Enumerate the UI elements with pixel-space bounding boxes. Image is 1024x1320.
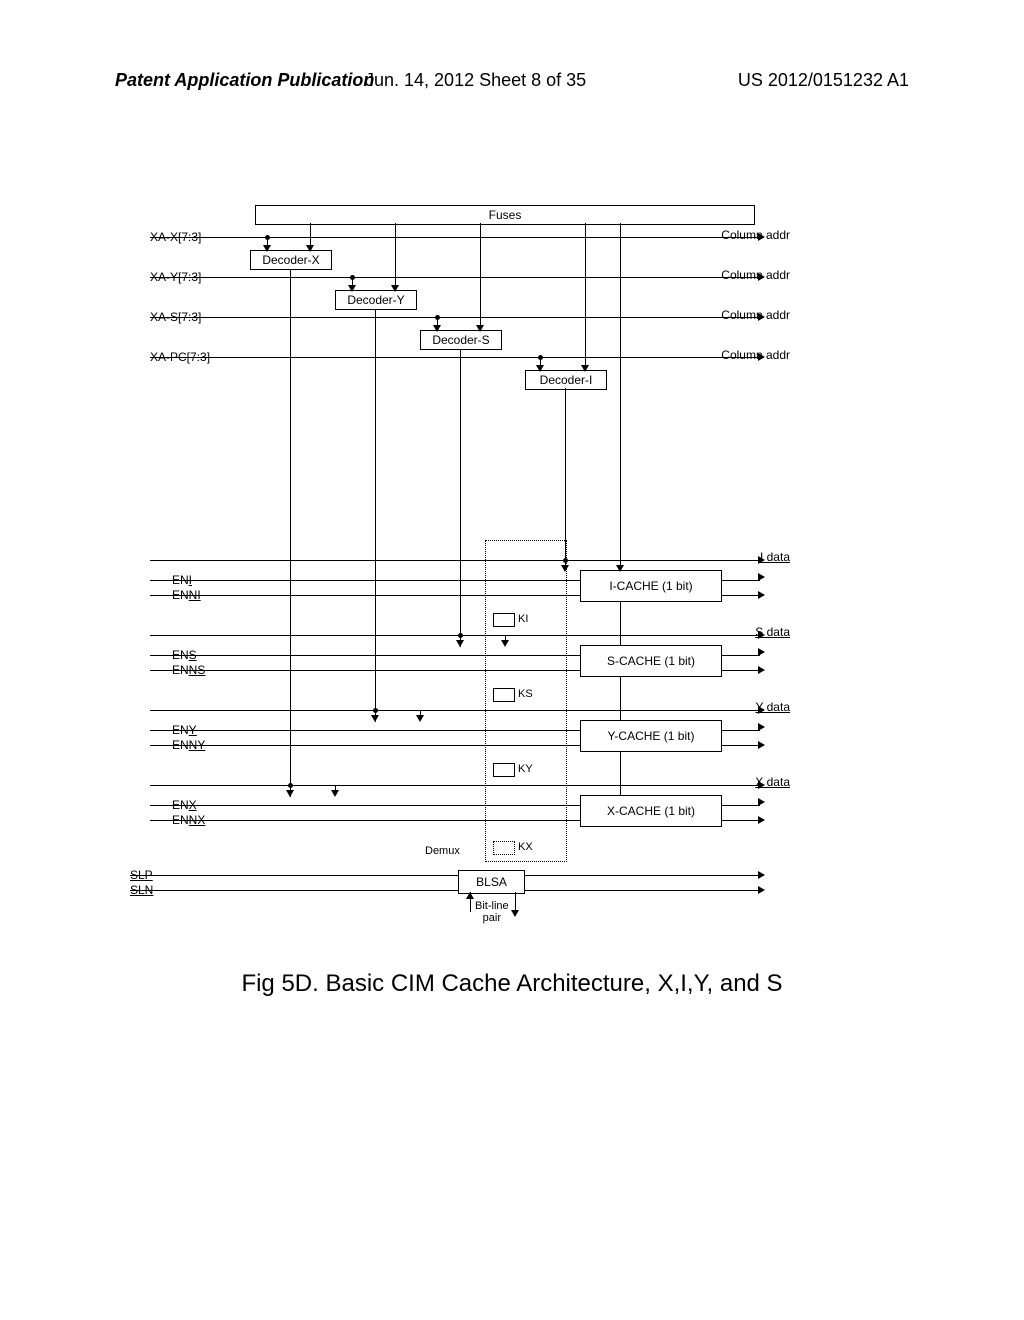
arrow	[758, 353, 765, 361]
line	[620, 223, 621, 798]
arrow	[456, 640, 464, 647]
line	[395, 223, 396, 290]
arrow	[476, 325, 484, 332]
arrow	[616, 565, 624, 572]
arrow	[758, 556, 765, 564]
architecture-diagram: Fuses XA-X[7:3] Column addr XA-Y[7:3] Co…	[150, 175, 760, 935]
arrow	[581, 365, 589, 372]
arrow	[306, 245, 314, 252]
line	[150, 277, 760, 278]
line	[150, 317, 760, 318]
kx-box	[493, 841, 515, 855]
arrow	[758, 573, 765, 581]
ks-label: KS	[518, 688, 533, 700]
line	[585, 223, 586, 370]
decoder-s-box: Decoder-S	[420, 330, 502, 350]
arrow	[758, 781, 765, 789]
col-addr-2: Column addr	[721, 268, 790, 282]
arrow	[536, 365, 544, 372]
line	[150, 237, 760, 238]
header-patent-number: US 2012/0151232 A1	[738, 70, 909, 91]
y-cache-box: Y-CACHE (1 bit)	[580, 720, 722, 752]
arrow	[758, 706, 765, 714]
col-addr-4: Column addr	[721, 348, 790, 362]
arrow	[416, 715, 424, 722]
fuses-box: Fuses	[255, 205, 755, 225]
col-addr-3: Column addr	[721, 308, 790, 322]
ki-label: KI	[518, 613, 528, 625]
decoder-i-box: Decoder-I	[525, 370, 607, 390]
figure-caption: Fig 5D. Basic CIM Cache Architecture, X,…	[0, 970, 1024, 998]
i-cache-box: I-CACHE (1 bit)	[580, 570, 722, 602]
kx-label: KX	[518, 841, 533, 853]
line	[375, 309, 376, 722]
arrow	[758, 666, 765, 674]
x-cache-box: X-CACHE (1 bit)	[580, 795, 722, 827]
line	[150, 560, 760, 561]
arrow	[433, 325, 441, 332]
arrow	[758, 591, 765, 599]
arrow	[263, 245, 271, 252]
arrow	[371, 715, 379, 722]
ks-box	[493, 688, 515, 702]
arrow	[758, 871, 765, 879]
header-date-sheet: Jun. 14, 2012 Sheet 8 of 35	[365, 70, 586, 91]
line	[150, 710, 760, 711]
line	[130, 890, 760, 891]
arrow	[391, 285, 399, 292]
arrow	[758, 816, 765, 824]
col-addr-1: Column addr	[721, 228, 790, 242]
line	[150, 357, 760, 358]
decoder-x-box: Decoder-X	[250, 250, 332, 270]
arrow	[511, 910, 519, 917]
line	[130, 875, 760, 876]
arrow	[758, 741, 765, 749]
arrow	[758, 233, 765, 241]
arrow	[466, 892, 474, 899]
s-cache-box: S-CACHE (1 bit)	[580, 645, 722, 677]
line	[290, 269, 291, 797]
arrow	[758, 886, 765, 894]
header-publication: Patent Application Publication	[115, 70, 374, 91]
arrow	[758, 648, 765, 656]
arrow	[501, 640, 509, 647]
line	[150, 635, 760, 636]
arrow	[561, 565, 569, 572]
arrow	[758, 798, 765, 806]
line	[460, 349, 461, 647]
line	[515, 892, 516, 912]
ky-label: KY	[518, 763, 533, 775]
arrow	[758, 313, 765, 321]
line	[480, 223, 481, 330]
line	[150, 785, 760, 786]
arrow	[758, 273, 765, 281]
ki-box	[493, 613, 515, 627]
arrow	[348, 285, 356, 292]
bitline-label: Bit-line pair	[475, 900, 509, 924]
blsa-box: BLSA	[458, 870, 525, 894]
arrow	[286, 790, 294, 797]
ky-box	[493, 763, 515, 777]
arrow	[331, 790, 339, 797]
demux-label: Demux	[425, 845, 460, 857]
arrow	[758, 723, 765, 731]
decoder-y-box: Decoder-Y	[335, 290, 417, 310]
arrow	[758, 631, 765, 639]
